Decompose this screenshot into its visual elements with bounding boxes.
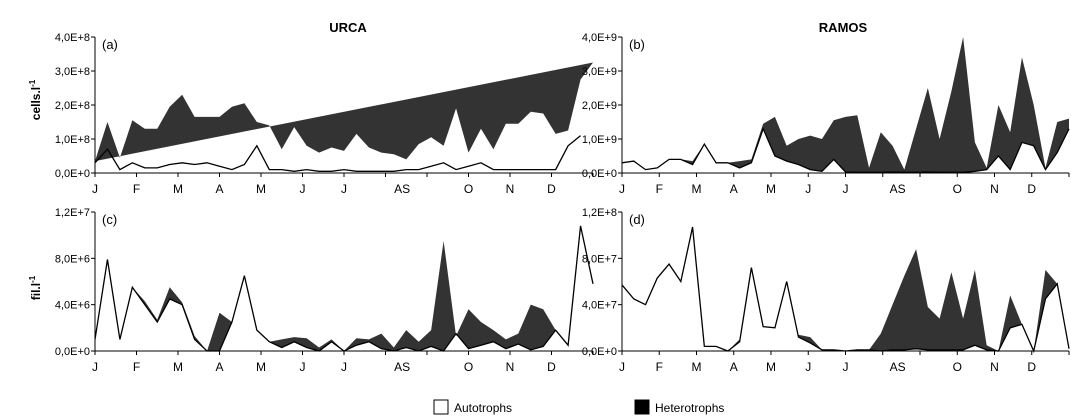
x-tick-label-b: F <box>656 182 663 196</box>
x-tick-label-c: M <box>256 360 266 374</box>
y-tick-label-a: 0,0E+0 <box>55 168 90 180</box>
x-tick-label-c: N <box>506 360 515 374</box>
x-tick-label-d: M <box>766 360 776 374</box>
y-tick-label-a: 3,0E+8 <box>55 66 90 78</box>
autotrophs-line-a <box>94 135 581 172</box>
x-tick-label-a: A <box>215 182 223 196</box>
x-tick-label-b: A <box>730 182 738 196</box>
panel-d: 0,0E+0 4,0E+7 8,0E+7 1,2E+8 J F M A M J J AS O N D (d) <box>582 207 1070 374</box>
x-tick-label-b: AS <box>890 182 906 196</box>
x-tick-label-b: O <box>953 182 962 196</box>
panel-a: 0,0E+0 1,0E+8 2,0E+8 3,0E+8 4,0E+8 J F M A M J J AS O… <box>55 32 594 196</box>
x-tick-label-d: N <box>990 360 999 374</box>
x-tick-label-a: J <box>300 182 306 196</box>
autotrophs-line-b <box>621 127 1070 173</box>
x-tick-label-a: D <box>547 182 556 196</box>
y-tick-label-c: 8,0E+6 <box>55 253 90 265</box>
panel-label-a: (a) <box>102 37 118 52</box>
x-tick-label-d: O <box>953 360 962 374</box>
legend-autotrophs-swatch <box>433 399 449 415</box>
x-tick-label-c: J <box>341 360 347 374</box>
column-title-ramos: RAMOS <box>819 20 868 35</box>
x-tick-label-a: O <box>464 182 473 196</box>
panel-c: 0,0E+0 4,0E+6 8,0E+6 1,2E+7 J F M A M J J AS O N D (c) <box>55 207 594 374</box>
y-tick-label-d: 8,0E+7 <box>582 253 617 265</box>
y-tick-label-c: 4,0E+6 <box>55 300 90 312</box>
x-tick-label-d: D <box>1027 360 1036 374</box>
panel-b: 0,0E+0 1,0E+9 2,0E+9 3,0E+9 4,0E+9 J F M A M J J AS O… <box>582 32 1070 196</box>
x-tick-label-d: J <box>619 360 625 374</box>
x-tick-label-b: J <box>619 182 625 196</box>
x-tick-label-c: J <box>300 360 306 374</box>
legend-heterotrophs-swatch <box>634 399 650 415</box>
y-tick-label-b: 2,0E+9 <box>582 100 617 112</box>
x-tick-label-a: M <box>173 182 183 196</box>
x-tick-label-c: F <box>133 360 140 374</box>
heterotrophs-area-b <box>622 37 1069 173</box>
x-tick-label-a: J <box>92 182 98 196</box>
y-tick-label-c: 0,0E+0 <box>55 346 90 358</box>
x-tick-label-a: M <box>256 182 266 196</box>
x-tick-label-b: M <box>692 182 702 196</box>
x-tick-label-d: AS <box>890 360 906 374</box>
x-tick-label-c: O <box>464 360 473 374</box>
x-tick-label-a: J <box>341 182 347 196</box>
y-tick-label-a: 4,0E+8 <box>55 32 90 44</box>
y-tick-label-b: 3,0E+9 <box>582 66 617 78</box>
heterotrophs-area-c <box>95 225 593 351</box>
heterotrophs-area-a <box>95 62 593 162</box>
x-tick-label-d: F <box>656 360 663 374</box>
x-tick-label-d: A <box>730 360 738 374</box>
legend-heterotrophs-label: Heterotrophs <box>655 401 724 415</box>
y-tick-label-d: 0,0E+0 <box>582 346 617 358</box>
panel-label-d: (d) <box>629 212 645 227</box>
x-tick-label-c: J <box>92 360 98 374</box>
x-tick-label-b: D <box>1027 182 1036 196</box>
x-tick-label-b: N <box>990 182 999 196</box>
x-tick-label-b: J <box>843 182 849 196</box>
x-tick-label-b: J <box>805 182 811 196</box>
x-tick-label-a: F <box>133 182 140 196</box>
heterotrophs-area-d <box>622 227 1069 351</box>
y-tick-label-a: 2,0E+8 <box>55 100 90 112</box>
panel-label-b: (b) <box>629 37 645 52</box>
y-tick-label-d: 4,0E+7 <box>582 300 617 312</box>
y-tick-label-b: 0,0E+0 <box>582 168 617 180</box>
row-label-bottom: fil.l-1 <box>28 275 43 300</box>
panel-label-c: (c) <box>102 212 117 227</box>
legend-autotrophs-label: Autotrophs <box>454 401 512 415</box>
x-tick-label-d: J <box>843 360 849 374</box>
x-tick-label-c: A <box>215 360 223 374</box>
x-tick-label-c: AS <box>394 360 410 374</box>
y-tick-label-b: 1,0E+9 <box>582 134 617 146</box>
x-tick-label-c: D <box>547 360 556 374</box>
x-tick-label-a: AS <box>394 182 410 196</box>
x-tick-label-a: N <box>506 182 515 196</box>
x-tick-label-d: J <box>805 360 811 374</box>
x-tick-label-c: M <box>173 360 183 374</box>
row-label-top: cells.l-1 <box>28 79 43 120</box>
y-tick-label-d: 1,2E+8 <box>582 207 617 219</box>
autotrophs-line-d <box>621 226 1070 354</box>
x-tick-label-b: M <box>766 182 776 196</box>
x-tick-label-d: M <box>692 360 702 374</box>
column-title-urca: URCA <box>329 20 367 35</box>
y-tick-label-a: 1,0E+8 <box>55 134 90 146</box>
y-tick-label-b: 4,0E+9 <box>582 32 617 44</box>
y-tick-label-c: 1,2E+7 <box>55 207 90 219</box>
